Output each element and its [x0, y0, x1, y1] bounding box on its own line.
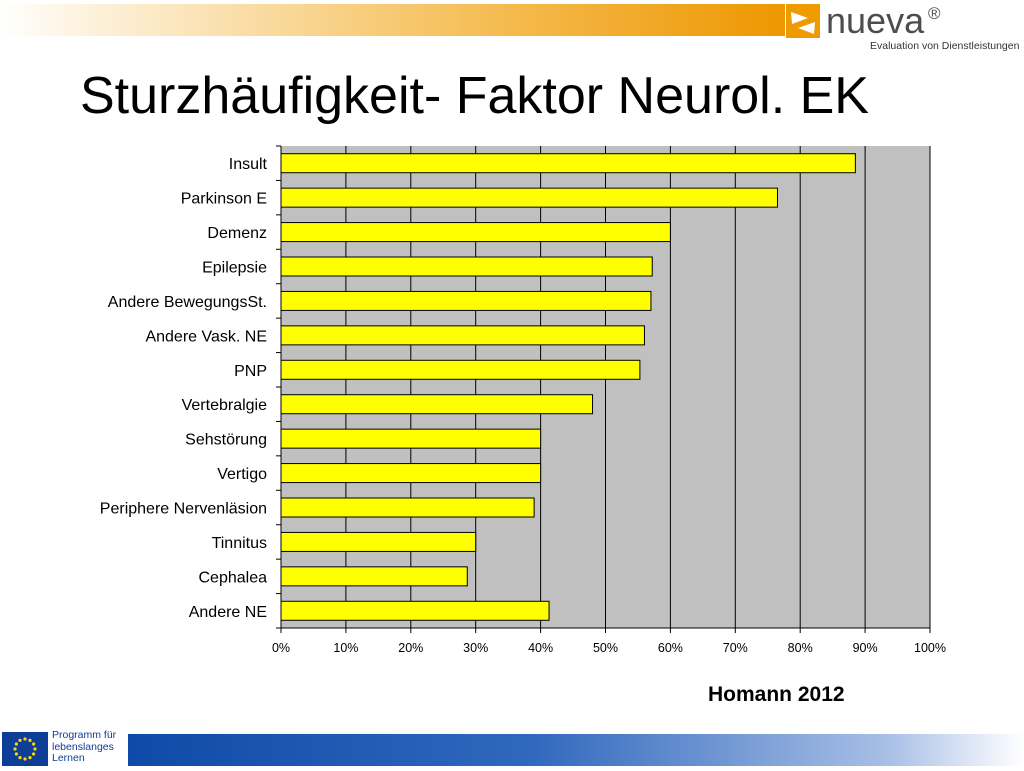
x-tick-label: 60% — [658, 641, 683, 655]
bar — [280, 290, 652, 311]
x-tick-label: 10% — [333, 641, 358, 655]
bar — [280, 222, 671, 243]
bar — [280, 394, 594, 415]
x-tick-label: 80% — [788, 641, 813, 655]
y-category-label: Vertebralgie — [182, 397, 267, 414]
bar — [280, 256, 653, 277]
x-tick-label: 90% — [853, 641, 878, 655]
y-category-label: Insult — [229, 156, 268, 173]
nueva-logo-icon — [786, 4, 820, 38]
eu-program-logo: Programm für lebenslanges Lernen — [0, 729, 128, 768]
eu-flag-icon — [2, 732, 48, 766]
bar — [280, 600, 550, 621]
bar — [280, 359, 641, 380]
top-gradient-band — [0, 4, 785, 36]
y-category-label: PNP — [234, 363, 267, 380]
page-title: Sturzhäufigkeit- Faktor Neurol. EK — [80, 67, 869, 125]
nueva-logo: nueva ® Evaluation von Dienstleistungen — [786, 0, 1024, 60]
x-tick-label: 20% — [398, 641, 423, 655]
bar — [280, 428, 542, 449]
y-category-label: Periphere Nervenläsion — [100, 501, 267, 518]
logo-tagline: Evaluation von Dienstleistungen — [870, 40, 1020, 52]
x-tick-label: 50% — [593, 641, 618, 655]
x-tick-label: 100% — [914, 641, 946, 655]
eu-program-text: Programm für lebenslanges Lernen — [52, 729, 117, 765]
y-category-label: Andere BewegungsSt. — [108, 294, 267, 311]
y-category-label: Parkinson E — [181, 191, 267, 208]
y-category-label: Andere NE — [189, 604, 267, 621]
logo-name: nueva — [826, 0, 925, 41]
y-category-label: Cephalea — [199, 569, 268, 586]
eu-program-line-2: lebenslanges — [52, 740, 114, 753]
bar — [280, 566, 468, 587]
y-category-label: Demenz — [207, 225, 267, 242]
y-category-label: Sehstörung — [185, 432, 267, 449]
y-category-label: Epilepsie — [202, 260, 267, 277]
bar — [280, 325, 645, 346]
bar — [280, 497, 535, 518]
bar — [280, 153, 856, 174]
eu-program-line-3: Lernen — [52, 752, 85, 764]
x-tick-label: 70% — [723, 641, 748, 655]
y-category-label: Vertigo — [217, 466, 267, 483]
bar — [280, 463, 542, 484]
bar — [280, 531, 477, 552]
y-category-label: Tinnitus — [212, 535, 267, 552]
bottom-gradient-band — [128, 734, 1024, 766]
eu-program-line-1: Programm für — [52, 729, 117, 741]
source-citation: Homann 2012 — [708, 683, 845, 706]
x-tick-label: 40% — [528, 641, 553, 655]
bar — [280, 187, 778, 208]
x-tick-label: 0% — [272, 641, 290, 655]
x-tick-label: 30% — [463, 641, 488, 655]
y-category-label: Andere Vask. NE — [145, 328, 267, 345]
bar-chart: 0% 10% 20% 30% 40% 50% 60% 70% 80% 90% 100% Insult P… — [100, 145, 946, 655]
logo-registered-mark: ® — [928, 4, 941, 23]
